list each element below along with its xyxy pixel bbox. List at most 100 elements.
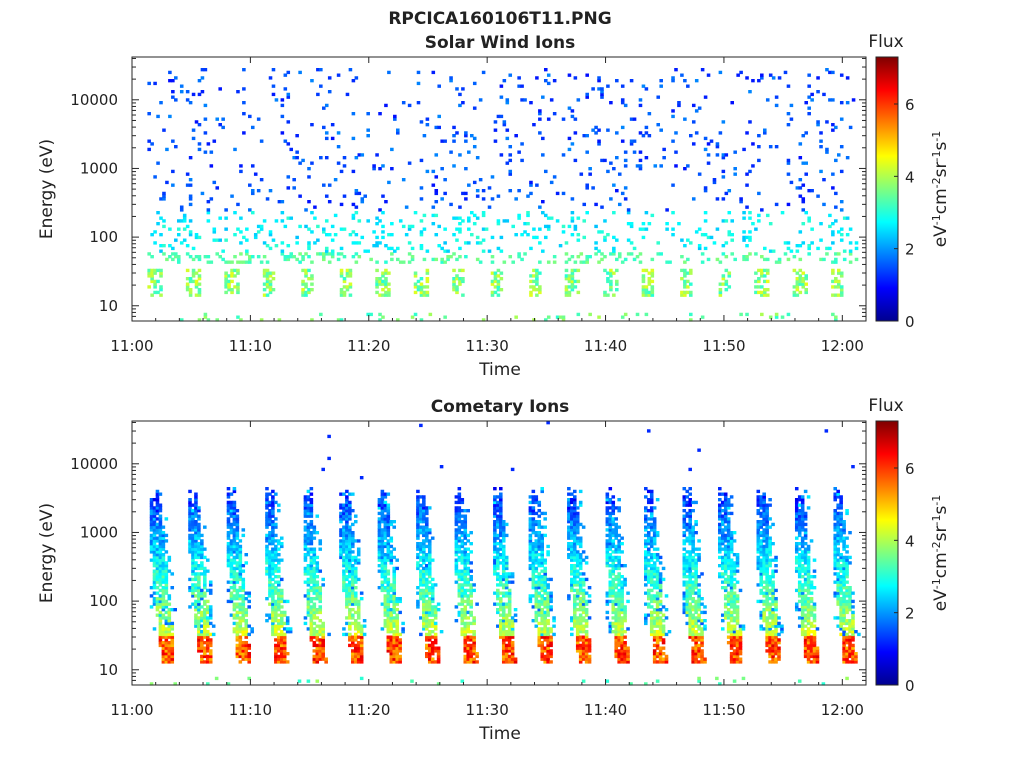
heatmap-cell [757, 134, 761, 138]
heatmap-cell [540, 630, 544, 634]
heatmap-cell [312, 531, 317, 535]
heatmap-cell [638, 167, 643, 171]
heatmap-cell [496, 288, 501, 292]
heatmap-cell [236, 315, 240, 319]
heatmap-cell [197, 92, 202, 97]
heatmap-cell [381, 274, 385, 278]
heatmap-cell [245, 238, 249, 242]
heatmap-cell [585, 255, 589, 259]
heatmap-cell [567, 517, 571, 521]
heatmap-cell [386, 630, 391, 634]
heatmap-cell [229, 572, 234, 576]
heatmap-cell [600, 252, 604, 256]
heatmap-cell [277, 597, 281, 601]
heatmap-cell [469, 588, 473, 593]
heatmap-cell [309, 522, 314, 527]
heatmap-cell [552, 260, 557, 264]
heatmap-cell [392, 583, 397, 587]
heatmap-cell [238, 610, 243, 615]
heatmap-cell [540, 641, 544, 645]
heatmap-cell [541, 249, 545, 253]
heatmap-cell [570, 619, 574, 623]
heatmap-cell [351, 599, 355, 604]
heatmap-cell [481, 318, 486, 322]
heatmap-cell [481, 249, 486, 253]
heatmap-cell [541, 153, 545, 157]
heatmap-cell [575, 588, 580, 593]
heatmap-cell [531, 580, 536, 584]
heatmap-cell [662, 156, 666, 160]
heatmap-cell [277, 566, 281, 571]
heatmap-cell [425, 643, 429, 648]
heatmap-cell [298, 194, 302, 198]
heatmap-cell [342, 503, 346, 507]
heatmap-cell [436, 652, 441, 656]
heatmap-cell [152, 506, 157, 510]
heatmap-cell [161, 657, 166, 661]
heatmap-cell [205, 638, 210, 642]
heatmap-cell [161, 624, 166, 628]
heatmap-cell [576, 255, 581, 259]
heatmap-cell [315, 580, 320, 584]
heatmap-cell [250, 630, 254, 634]
heatmap-cell [528, 495, 533, 499]
heatmap-cell [501, 550, 506, 554]
heatmap-cell [546, 632, 550, 637]
heatmap-cell [336, 145, 341, 149]
heatmap-cell [235, 588, 240, 593]
heatmap-cell [200, 566, 204, 571]
heatmap-cell [318, 591, 323, 595]
ticks-solar-wind: 11:00 11:10 11:20 11:30 11:40 11:50 12:0010100… [70, 57, 867, 355]
heatmap-cell [789, 103, 794, 108]
heatmap-cell [351, 550, 355, 554]
heatmap-cell [416, 553, 420, 557]
heatmap-cell [650, 274, 655, 278]
heatmap-cell [540, 627, 544, 631]
heatmap-cell [262, 241, 267, 245]
heatmap-cell [531, 569, 536, 573]
heatmap-cell [585, 183, 589, 187]
heatmap-cell [419, 580, 423, 584]
heatmap-cell [786, 112, 791, 116]
heatmap-cell [235, 649, 240, 653]
heatmap-cell [158, 632, 163, 637]
heatmap-cell [158, 635, 163, 639]
heatmap-cell [623, 186, 628, 190]
heatmap-cell [348, 503, 352, 507]
heatmap-cell [203, 580, 207, 584]
heatmap-cell [795, 288, 800, 292]
heatmap-cell [235, 580, 240, 584]
heatmap-cell [191, 602, 195, 606]
heatmap-cell [472, 222, 477, 226]
heatmap-cell [446, 257, 450, 262]
heatmap-cell [534, 569, 539, 573]
heatmap-cell [416, 500, 420, 505]
heatmap-cell [567, 503, 571, 507]
heatmap-cell [466, 555, 470, 560]
heatmap-cell [570, 517, 574, 521]
heatmap-cell [463, 528, 468, 532]
heatmap-cell [543, 599, 547, 604]
heatmap-cell [576, 238, 581, 242]
heatmap-cell [303, 566, 308, 571]
heatmap-cell [348, 627, 352, 631]
heatmap-cell [457, 492, 462, 496]
heatmap-cell [549, 630, 553, 634]
heatmap-cell [161, 654, 166, 659]
heatmap-cell [194, 536, 198, 540]
heatmap-cell [611, 591, 616, 595]
heatmap-cell [200, 649, 204, 653]
heatmap-cell [463, 517, 468, 521]
heatmap-cell [383, 608, 388, 612]
heatmap-cell [763, 257, 767, 262]
heatmap-cell [149, 539, 154, 543]
heatmap-cell [392, 591, 397, 595]
heatmap-cell [315, 586, 320, 590]
heatmap-cell [241, 580, 246, 584]
heatmap-cell [164, 599, 169, 604]
heatmap-cell [584, 657, 589, 661]
heatmap-cell [686, 164, 690, 168]
heatmap-cell [433, 624, 438, 628]
heatmap-cell [825, 120, 829, 124]
heatmap-cell [454, 500, 459, 505]
